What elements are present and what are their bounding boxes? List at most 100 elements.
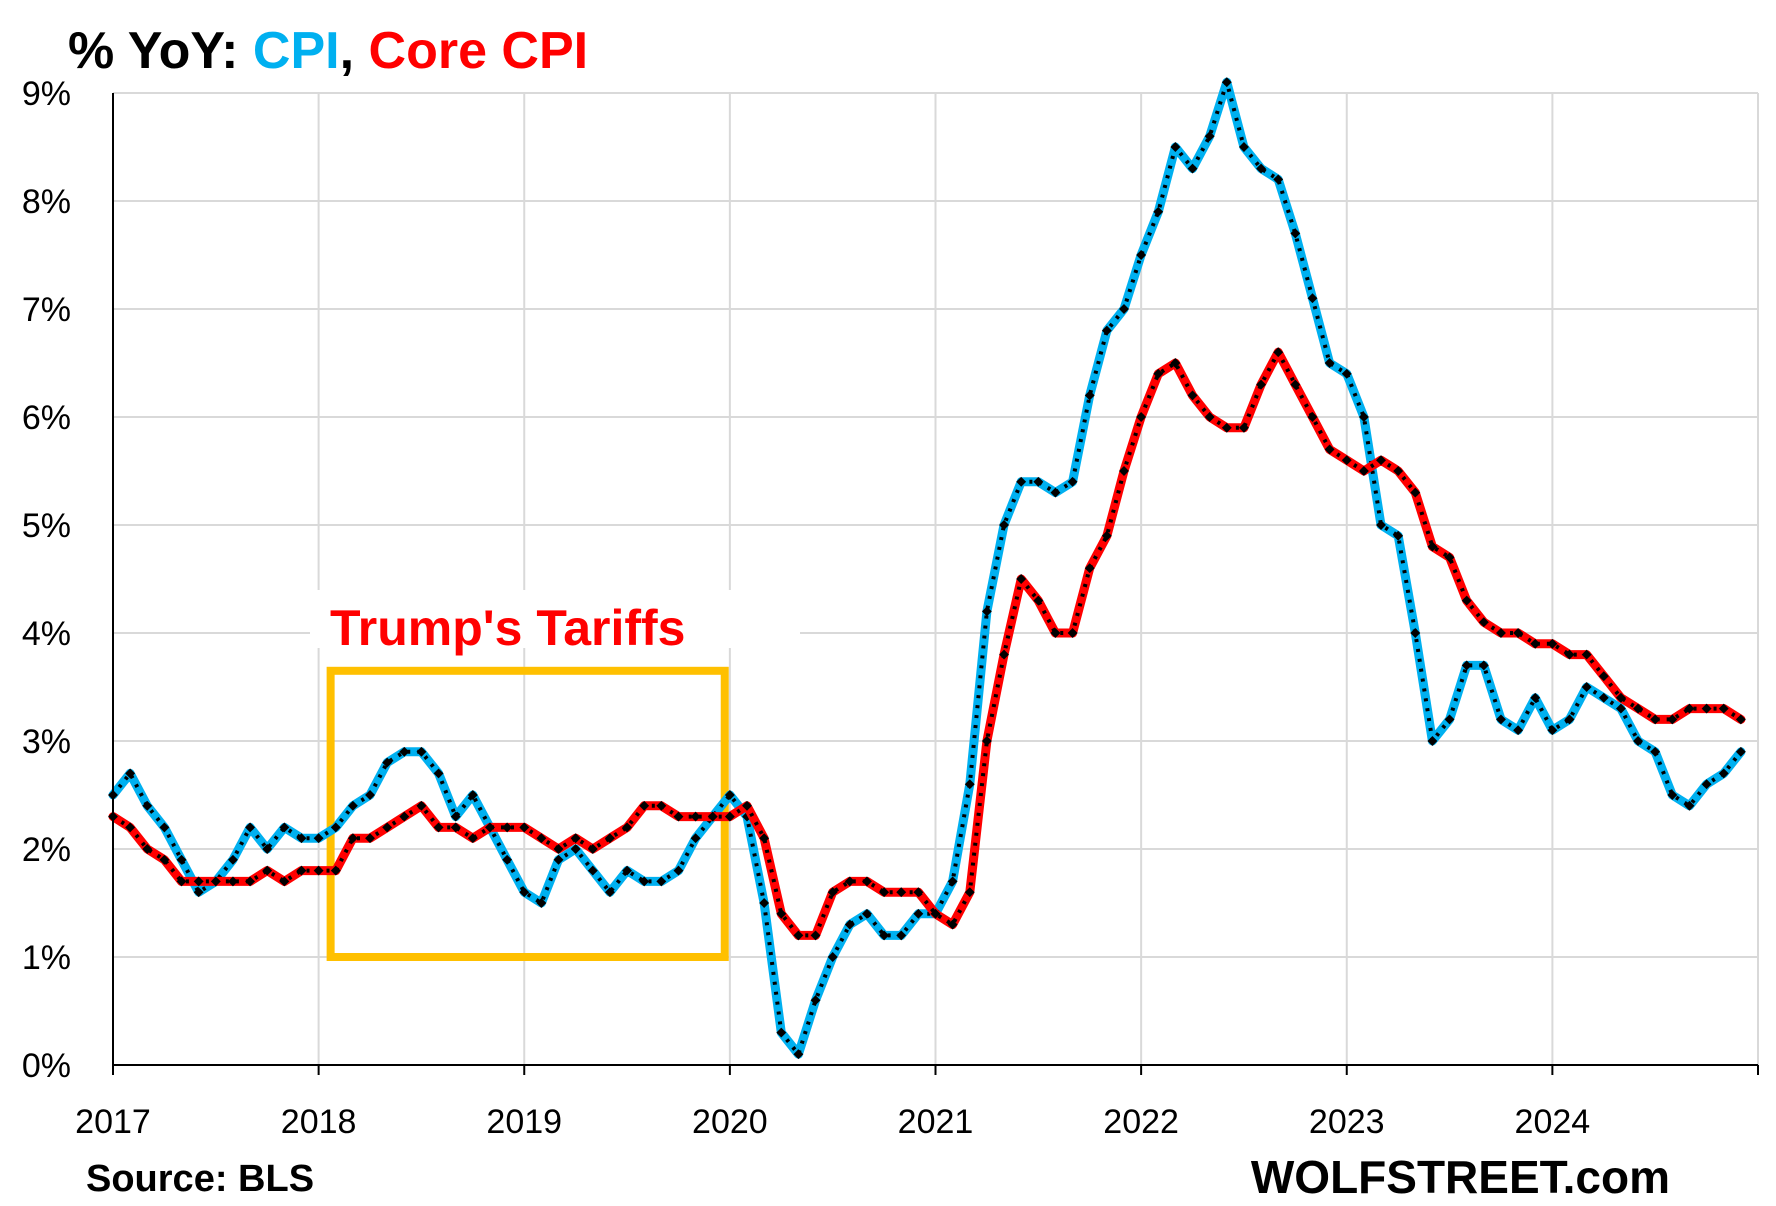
core-cpi-point (1376, 455, 1386, 466)
title-core-cpi-legend: Core CPI (369, 22, 589, 80)
core-cpi-point (142, 844, 153, 854)
core-cpi-point (1170, 358, 1181, 368)
core-cpi-point (1016, 574, 1027, 584)
cpi-point (827, 952, 838, 962)
cpi-point (176, 854, 187, 865)
cpi-point (862, 908, 872, 919)
core-cpi-point (1427, 541, 1438, 552)
cpi-point (1358, 412, 1369, 422)
cpi-point (1393, 530, 1404, 541)
core-cpi-point (1735, 714, 1746, 725)
cpi-point (999, 520, 1009, 530)
cpi-point (1461, 660, 1472, 671)
cpi-point (1598, 692, 1609, 703)
core-cpi-point (1496, 628, 1506, 638)
cpi-point (1101, 325, 1112, 336)
core-cpi-point (1513, 628, 1524, 638)
brand-label: WOLFSTREET.com (1251, 1151, 1670, 1203)
cpi-point (776, 1027, 787, 1038)
core-cpi-point (1393, 466, 1404, 476)
y-tick-label: 0% (22, 1047, 71, 1085)
cpi-point (1238, 142, 1249, 152)
cpi-point (365, 790, 375, 800)
cpi-point (433, 768, 444, 779)
core-cpi-point (347, 833, 358, 844)
y-tick-label: 9% (22, 75, 71, 113)
core-cpi-point (210, 876, 221, 887)
annotation-label-background (310, 590, 800, 648)
cpi-point (313, 833, 324, 844)
core-cpi-point (485, 822, 495, 833)
core-cpi-point (690, 811, 701, 822)
cpi-point (1119, 304, 1129, 314)
core-cpi-point (1650, 714, 1661, 725)
cpi-point (1615, 703, 1626, 714)
core-cpi-point (999, 649, 1009, 660)
core-cpi-point (313, 865, 324, 876)
cpi-point (1067, 476, 1078, 487)
core-cpi-point (1444, 552, 1455, 563)
title-cpi-legend: CPI (253, 22, 340, 80)
core-cpi-point (1050, 628, 1061, 638)
core-cpi-point (125, 822, 136, 833)
core-cpi-point (1238, 422, 1249, 433)
core-cpi-point (245, 876, 256, 887)
core-cpi-point (1067, 628, 1078, 638)
cpi-point (879, 930, 890, 941)
cpi-point (142, 800, 153, 811)
core-cpi-point (896, 887, 907, 898)
core-cpi-point (1667, 714, 1678, 725)
x-tick-label: 2018 (281, 1103, 357, 1141)
core-cpi-point (467, 833, 478, 844)
core-cpi-point (227, 876, 238, 887)
cpi-point (810, 995, 821, 1006)
cpi-point (1324, 358, 1335, 368)
cpi-point (844, 919, 855, 930)
core-cpi-point (1136, 412, 1147, 422)
y-tick-label: 5% (22, 507, 71, 545)
cpi-point (673, 865, 684, 876)
x-tick-label: 2019 (486, 1103, 562, 1141)
core-cpi-point (604, 833, 615, 844)
core-cpi-point (382, 822, 393, 833)
cpi-point (519, 887, 530, 898)
cpi-point (1564, 714, 1575, 725)
cpi-point (125, 768, 136, 779)
core-cpi-point (1478, 617, 1489, 628)
cpi-point (639, 876, 650, 887)
cpi-point (399, 746, 410, 757)
x-tick-label: 2022 (1103, 1103, 1179, 1141)
cpi-point (604, 887, 615, 898)
cpi-point (1221, 77, 1232, 88)
y-tick-label: 1% (22, 939, 71, 977)
core-cpi-dots (111, 350, 1742, 938)
x-tick-label: 2024 (1515, 1103, 1591, 1141)
cpi-point (1701, 779, 1712, 790)
cpi-point (1033, 476, 1044, 487)
core-cpi-point (399, 811, 410, 822)
core-cpi-point (707, 811, 718, 822)
y-tick-label: 4% (22, 615, 71, 653)
core-cpi-point (1153, 368, 1164, 379)
cpi-point (502, 854, 513, 865)
core-cpi-point (176, 876, 187, 887)
x-tick-label: 2017 (75, 1103, 151, 1141)
core-cpi-point (724, 811, 735, 822)
y-tick-label: 3% (22, 723, 71, 761)
cpi-point (964, 779, 975, 790)
cpi-point (1667, 790, 1678, 800)
cpi-point (1187, 163, 1198, 174)
core-cpi-point (827, 887, 838, 898)
cpi-point (1444, 714, 1455, 725)
cpi-point (193, 887, 204, 898)
core-cpi-point (759, 833, 770, 844)
x-tick-label: 2020 (692, 1103, 768, 1141)
core-cpi-point (1718, 703, 1729, 714)
cpi-point (1633, 736, 1644, 746)
cpi-point (450, 811, 461, 822)
title-separator: , (340, 22, 369, 80)
series-lines (108, 77, 1746, 1060)
y-tick-label: 6% (22, 399, 71, 437)
cpi-point (416, 746, 427, 757)
